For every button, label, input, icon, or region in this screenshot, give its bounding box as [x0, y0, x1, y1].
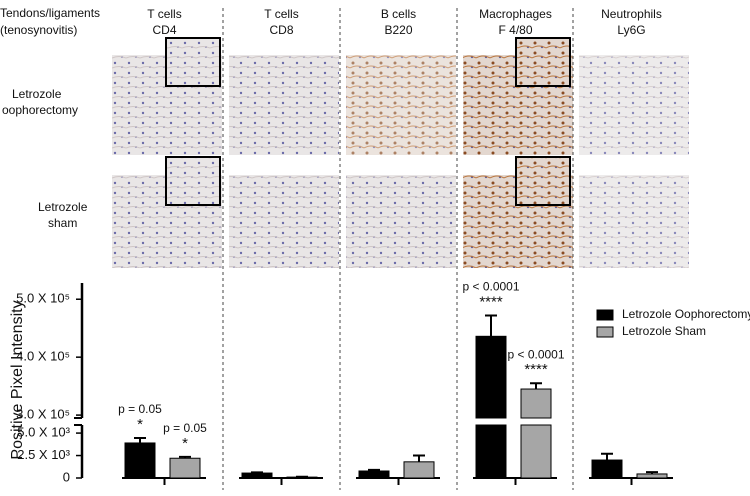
error-bar: [413, 454, 425, 462]
y-tick-label: 2.5 X 10³: [17, 447, 70, 462]
y-tick-label: 4.0 X 10⁵: [16, 349, 70, 364]
annotation: ****: [524, 361, 548, 378]
bar: [591, 459, 623, 479]
error-bar: [251, 471, 263, 474]
bar: [636, 473, 668, 479]
bar: [124, 442, 156, 479]
y-tick-label: 5.0 X 10⁵: [16, 291, 70, 306]
figure-title: (tenosynovitis): [0, 23, 77, 37]
bar: [241, 472, 273, 479]
bar: [169, 457, 201, 479]
error-bar: [485, 314, 497, 337]
column-header: B220: [384, 23, 412, 37]
row-label: Letrozole: [38, 200, 88, 214]
bar-part: [241, 472, 273, 479]
column-header: Ly6G: [617, 23, 645, 37]
annotation: *: [182, 435, 188, 452]
error-bar: [179, 455, 191, 459]
bar: [358, 470, 390, 479]
bar: [403, 461, 435, 479]
column-header: CD4: [152, 23, 176, 37]
error-bar: [646, 471, 658, 474]
error-bar: [601, 452, 613, 461]
micrographs: [112, 37, 689, 268]
y-tick-label: 0: [63, 469, 70, 484]
bar: [475, 335, 507, 479]
bar: [520, 388, 552, 479]
bar-part: [169, 457, 201, 479]
y-tick-label: 5.0 X 10³: [17, 425, 70, 440]
column-header: CD8: [269, 23, 293, 37]
bar-part: [591, 459, 623, 479]
y-axis-label: Positive Pixel Intensity: [9, 300, 26, 459]
annotation: p < 0.0001: [507, 347, 564, 361]
legend-swatch: [596, 326, 614, 338]
annotation: ****: [479, 293, 503, 310]
bar-part: [358, 470, 390, 479]
column-header: Neutrophils: [601, 7, 662, 21]
annotation: p < 0.0001: [462, 280, 519, 294]
column-header: T cells: [147, 7, 181, 21]
bar-part: [475, 424, 507, 479]
bar-part: [520, 424, 552, 479]
legend-label: Letrozole Oophorectomy: [622, 307, 750, 321]
bar-part: [403, 461, 435, 479]
y-tick-label: 3.0 X 10⁵: [16, 407, 70, 422]
annotation: p = 0.05: [163, 421, 207, 435]
legend-swatch: [596, 309, 614, 321]
annotation: *: [137, 416, 143, 433]
error-bar: [530, 382, 542, 390]
bar-part: [475, 335, 507, 419]
bar-part: [520, 388, 552, 419]
bar-part: [124, 442, 156, 479]
legend-label: Letrozole Sham: [622, 324, 706, 338]
annotation: p = 0.05: [118, 402, 162, 416]
row-label: oophorectomy: [2, 103, 78, 117]
column-header: T cells: [264, 7, 298, 21]
figure-title: Tendons/ligaments: [0, 6, 100, 20]
row-label: sham: [48, 216, 77, 230]
column-header: Macrophages: [479, 7, 552, 21]
column-header: F 4/80: [498, 23, 532, 37]
error-bar: [368, 468, 380, 471]
row-label: Letrozole: [12, 87, 62, 101]
column-header: B cells: [381, 7, 416, 21]
bar-part: [636, 473, 668, 479]
error-bar: [134, 437, 146, 443]
